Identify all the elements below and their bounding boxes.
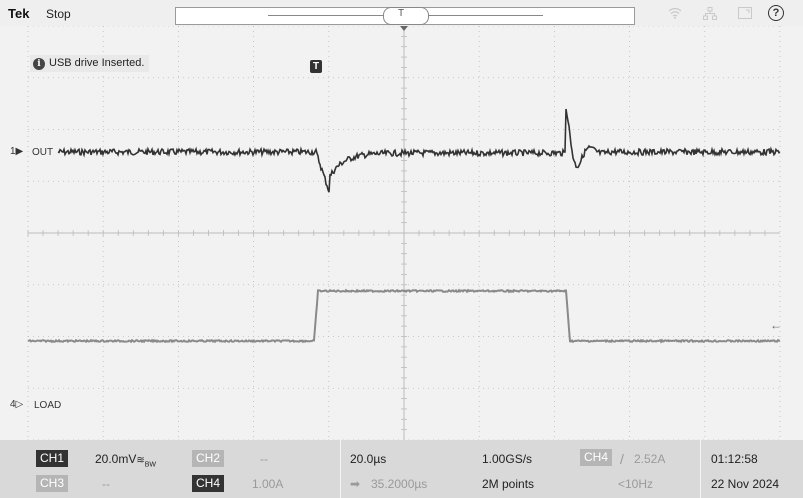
ch1-waveform [57,108,781,193]
trigger-frequency: <10Hz [618,477,654,491]
info-icon: i [33,57,45,70]
waveform-display[interactable]: i USB drive Inserted. 1▶ OUT 4▷ LOAD T ← [0,26,803,440]
separator [700,440,701,498]
tek-logo: Tek [8,6,30,21]
record-trigger-marker: T [398,8,405,19]
trigger-slope-icon: / [620,451,624,467]
trigger-level-marker[interactable]: ← [770,318,782,332]
ch4-badge[interactable]: CH4 [192,475,224,492]
ch1-coupling-icon: ≋ [136,455,145,466]
record-view-window[interactable]: T [383,7,429,25]
ch2-scale: -- [260,452,268,466]
record-line-right [428,15,543,16]
horizontal-delay[interactable]: 35.2000µs [371,477,428,491]
horizontal-readouts[interactable]: 20.0µs ➡ 35.2000µs 1.00GS/s 2M points [341,440,571,498]
clock-time: 01:12:58 [711,452,758,466]
clock-date: 22 Nov 2024 [711,477,780,491]
usb-notice-text: USB drive Inserted. [49,57,145,69]
horizontal-scale[interactable]: 20.0µs [350,452,387,466]
trigger-position-arrow [400,26,408,31]
ch1-bw-icon: BW [144,461,157,469]
trigger-source-badge[interactable]: CH4 [580,449,612,466]
ch4-waveform [27,288,781,344]
trigger-readouts[interactable]: CH4 / 2.52A <10Hz [571,440,700,498]
ch1-scale-value: 20.0mV [95,452,137,466]
usb-notice: i USB drive Inserted. [30,55,150,72]
ch4-label: LOAD [34,400,62,411]
sample-rate[interactable]: 1.00GS/s [482,452,533,466]
ch3-badge[interactable]: CH3 [36,475,68,492]
ch4-offset-marker[interactable]: 4▷ [10,399,24,410]
ch3-scale: -- [102,477,110,491]
ch1-scale[interactable]: 20.0mV≋BW [95,452,156,468]
ch1-badge[interactable]: CH1 [36,450,68,467]
acquisition-state[interactable]: Stop [46,7,71,21]
readout-bar: CH1 20.0mV≋BW CH2 -- CH3 -- CH4 1.00A 20… [0,440,803,498]
record-view[interactable]: T [175,7,635,25]
help-icon[interactable]: ? [768,5,784,21]
graticule [27,26,781,440]
clock-readout[interactable]: 01:12:58 22 Nov 2024 [701,440,803,498]
network-icon[interactable] [703,7,717,23]
grid-lines [27,26,781,440]
vertical-readouts: CH1 20.0mV≋BW CH2 -- CH3 -- CH4 1.00A [0,440,340,498]
record-line-left [268,15,383,16]
ch1-label: OUT [32,147,54,158]
horizontal-delay-icon: ➡ [350,477,361,491]
trigger-level[interactable]: 2.52A [634,452,666,466]
ch4-scale[interactable]: 1.00A [252,477,284,491]
top-bar: Tek Stop T ? [0,0,803,26]
ch1-offset-marker[interactable]: 1▶ [10,146,24,157]
separator [340,440,341,498]
trigger-position-marker[interactable]: T [310,60,322,73]
record-length[interactable]: 2M points [482,477,535,491]
wifi-icon[interactable] [668,7,682,22]
window-icon[interactable] [738,7,752,22]
ch2-badge[interactable]: CH2 [192,450,224,467]
